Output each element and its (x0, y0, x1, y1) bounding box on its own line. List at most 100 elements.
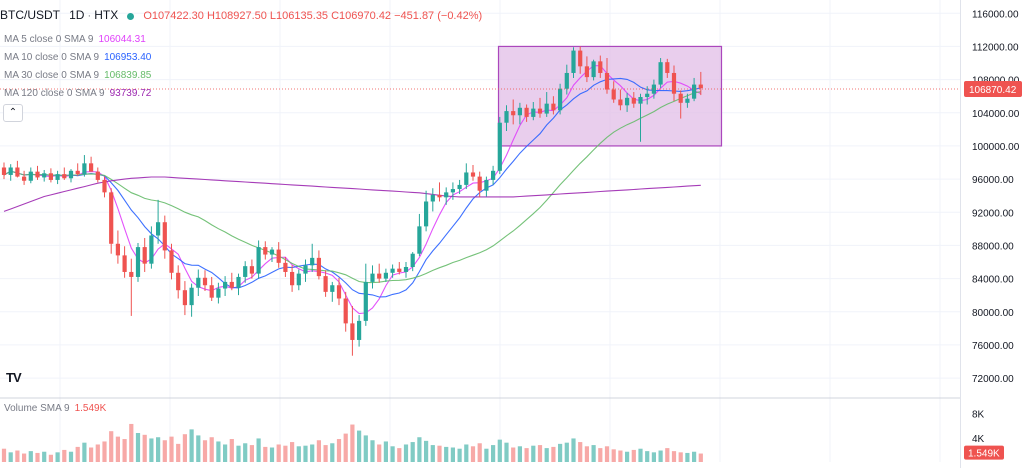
candle-body (310, 257, 315, 266)
indicator-ma5[interactable]: MA 5 close 0 SMA 9 106044.31 (4, 34, 146, 45)
volume-bar (631, 449, 636, 462)
volume-bar (497, 439, 502, 462)
candle-body (48, 173, 53, 180)
candle (377, 263, 382, 283)
price-tick-label: 84000.00 (972, 275, 1014, 286)
candle (450, 182, 455, 200)
volume-bars-layer (1, 423, 703, 462)
candle-body (290, 271, 295, 286)
volume-bar (537, 445, 543, 462)
candle (256, 240, 261, 279)
candle-body (370, 273, 375, 282)
candle (336, 277, 342, 306)
symbol-label[interactable]: BTC/USDT (0, 8, 60, 22)
candle (651, 79, 656, 99)
volume-bar (75, 446, 80, 462)
volume-bar (430, 445, 435, 462)
volume-bar (62, 449, 67, 462)
candle-body (638, 97, 643, 104)
candle-body (658, 62, 663, 85)
volume-bar (276, 444, 281, 462)
candle-body (651, 84, 656, 94)
candle (15, 160, 20, 178)
volume-bar (42, 451, 47, 462)
candle (95, 167, 100, 183)
candle (196, 269, 201, 297)
candle-body (665, 62, 670, 73)
candle (290, 265, 295, 292)
price-tick-label: 80000.00 (972, 308, 1014, 319)
candle (464, 163, 469, 190)
price-axis[interactable]: 72000.00 76000.00 80000.00 84000.00 88000.00… (964, 9, 1022, 385)
candle-body (598, 61, 603, 73)
candle-body (698, 84, 703, 89)
candle (544, 92, 549, 117)
volume-bar (377, 444, 382, 462)
volume-bar (698, 453, 703, 462)
candle-body (350, 323, 355, 340)
candle-body (450, 189, 455, 193)
candle-body (336, 285, 342, 299)
candle (189, 283, 194, 317)
candle-body (249, 266, 254, 274)
candle-body (437, 194, 442, 198)
candle (424, 190, 429, 232)
candle-body (102, 179, 107, 193)
candle-body (35, 171, 40, 178)
candle (28, 167, 33, 184)
candle (578, 46, 583, 74)
candle-body (89, 163, 94, 172)
candle (182, 281, 187, 316)
candle-body (645, 93, 650, 98)
volume-bar (149, 438, 154, 462)
indicator-ma120[interactable]: MA 120 close 0 SMA 9 93739.72 (4, 88, 151, 99)
candle (82, 155, 87, 177)
volume-bar (383, 441, 388, 462)
candle (276, 242, 281, 268)
collapse-indicators-button[interactable]: ⌃ (3, 104, 23, 122)
interval-label[interactable]: 1D (69, 8, 85, 22)
candles-layer (1, 46, 703, 356)
indicator-ma10[interactable]: MA 10 close 0 SMA 9 106953.40 (4, 52, 151, 63)
volume-bar (470, 446, 476, 462)
candle (296, 269, 301, 291)
candle-body (1, 167, 7, 175)
candle-body (417, 226, 422, 254)
volume-bar (504, 442, 509, 462)
candle (249, 259, 254, 279)
candle (269, 247, 275, 263)
volume-bar (182, 434, 187, 462)
volume-bar (156, 437, 161, 462)
highlight-rectangle-layer[interactable] (497, 45, 723, 147)
price-tick-label: 88000.00 (972, 241, 1014, 252)
candle-body (196, 277, 201, 288)
candle-body (611, 89, 616, 100)
volume-tick-label: 4K (972, 434, 985, 445)
volume-bar (290, 442, 295, 462)
volume-indicator[interactable]: Volume SMA 9 1.549K (4, 403, 106, 414)
volume-bar (82, 442, 87, 462)
candle (156, 199, 161, 244)
volume-bar (611, 449, 616, 462)
volume-bar (176, 443, 181, 462)
candle (263, 241, 268, 260)
candle (149, 226, 154, 269)
volume-bar (604, 446, 610, 462)
candle-body (477, 176, 482, 191)
tradingview-logo[interactable]: TV (6, 370, 22, 385)
candle (323, 270, 328, 297)
candle-body (551, 103, 556, 111)
volume-bar (243, 443, 248, 462)
indicator-ma30[interactable]: MA 30 close 0 SMA 9 106839.85 (4, 70, 151, 81)
volume-bar (28, 451, 33, 462)
volume-bar (236, 445, 241, 462)
volume-axis: 8K 4K 1.549K (964, 410, 1004, 460)
candle-body (223, 281, 228, 289)
volume-bar (202, 440, 208, 462)
candle (303, 259, 308, 282)
candle-body (343, 298, 348, 324)
candle-body (189, 287, 194, 306)
volume-bar (216, 441, 221, 462)
volume-bar (68, 451, 74, 462)
